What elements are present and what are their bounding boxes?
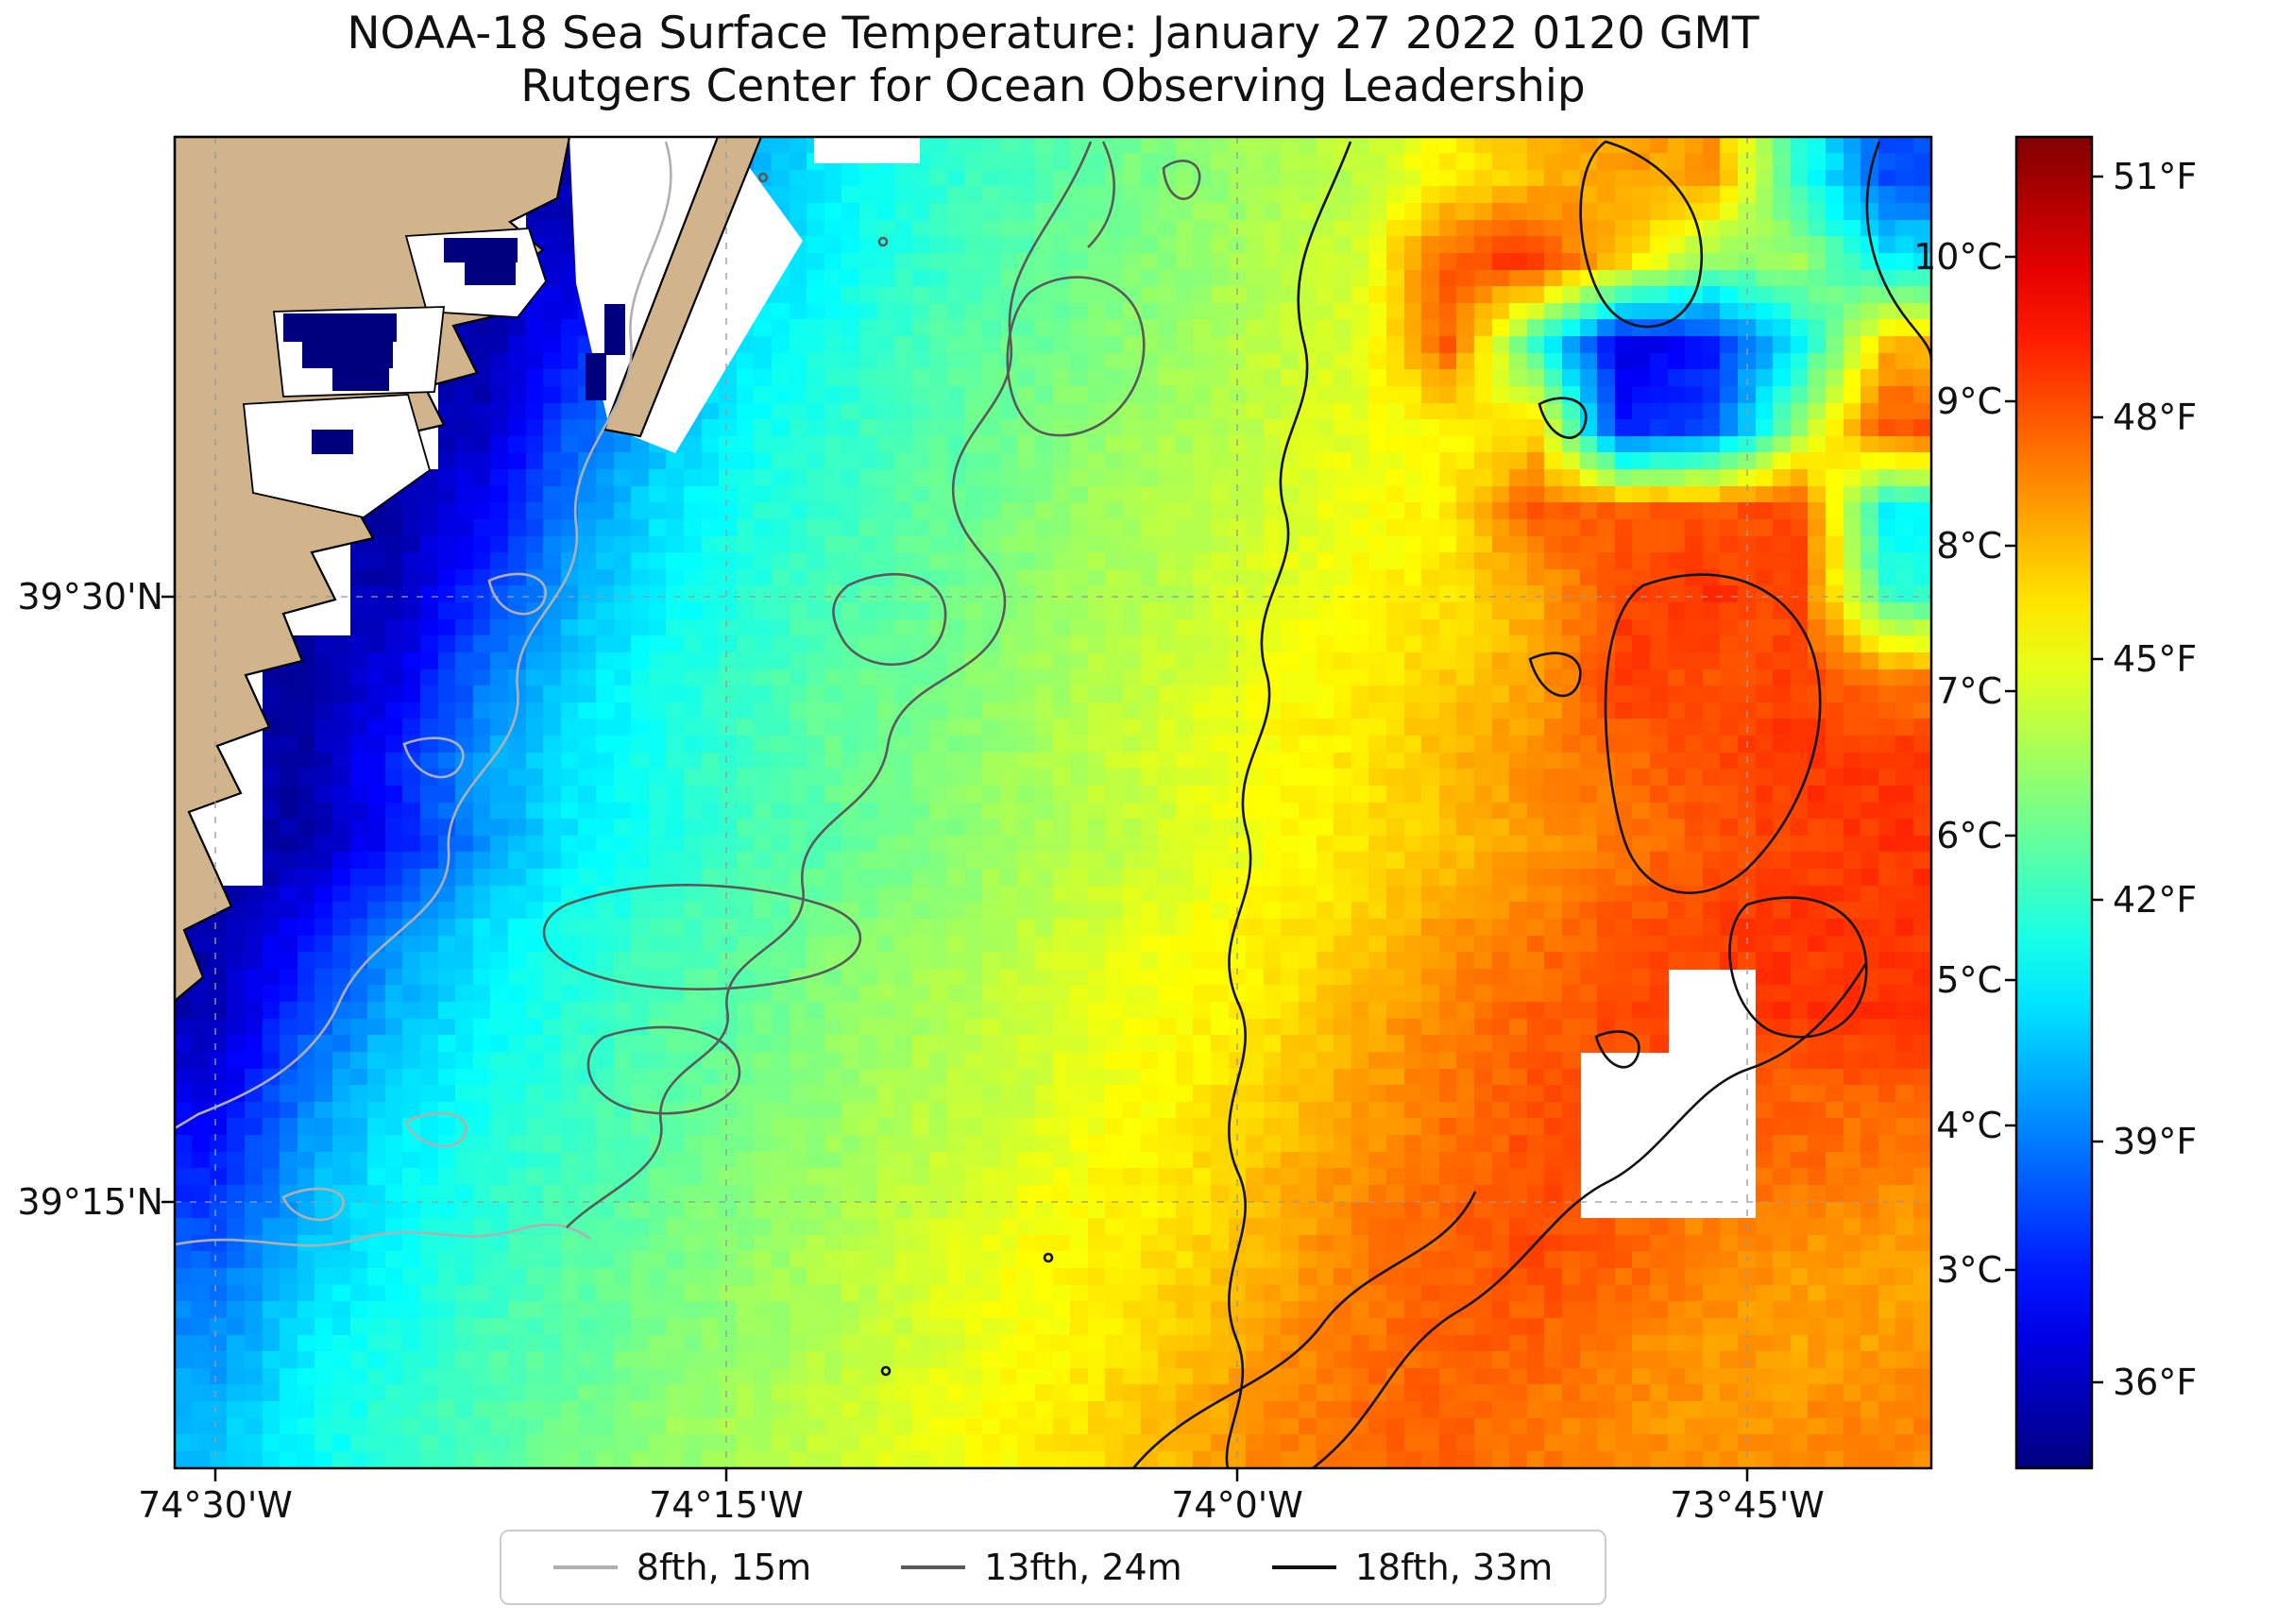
plot-frame-and-ticks <box>161 135 1933 1481</box>
x-tick-74-15W: 74°15'W <box>649 1484 804 1526</box>
y-tick-39-30N: 39°30'N <box>17 576 163 617</box>
cb-label-6c: 6°C <box>1936 815 2002 856</box>
cb-label-10c: 10°C <box>1913 236 2002 278</box>
cb-label-7c: 7°C <box>1936 670 2002 712</box>
cb-label-4c: 4°C <box>1936 1105 2002 1146</box>
contours-33m <box>880 140 1933 1470</box>
cb-label-39f: 39°F <box>2113 1121 2198 1162</box>
figure-title: NOAA-18 Sea Surface Temperature: January… <box>347 8 1759 59</box>
cb-label-48f: 48°F <box>2113 397 2198 438</box>
cb-label-3c: 3°C <box>1936 1249 2002 1291</box>
graticule-gridlines <box>175 137 1931 1468</box>
cb-label-36f: 36°F <box>2113 1362 2198 1403</box>
contour-33m-line-sample <box>1271 1565 1336 1569</box>
cb-label-42f: 42°F <box>2113 879 2198 921</box>
cb-label-9c: 9°C <box>1936 381 2002 422</box>
contour-24m-line-sample <box>901 1565 966 1569</box>
legend-label-33m: 18fth, 33m <box>1354 1547 1554 1588</box>
bays-and-cold-pixels <box>243 228 625 518</box>
title-block: NOAA-18 Sea Surface Temperature: January… <box>175 8 1931 113</box>
legend-label-24m: 13fth, 24m <box>984 1547 1182 1588</box>
contours-24m <box>542 141 1201 1228</box>
figure-subtitle: Rutgers Center for Ocean Observing Leade… <box>520 60 1586 112</box>
x-tick-73-45W: 73°45'W <box>1670 1484 1825 1526</box>
colorbar <box>2005 135 2103 1470</box>
contour-15m-line-sample <box>552 1565 618 1569</box>
cb-label-5c: 5°C <box>1936 959 2002 1001</box>
contours-15m <box>174 141 672 1247</box>
legend-label-15m: 8fth, 15m <box>636 1547 812 1588</box>
x-tick-74-30W: 74°30'W <box>138 1484 293 1526</box>
legend: 8fth, 15m 13fth, 24m 18fth, 33m <box>175 1530 1931 1605</box>
colorbar-celsius-ticks <box>2005 255 2016 1272</box>
cb-label-8c: 8°C <box>1936 525 2002 567</box>
legend-item-24m: 13fth, 24m <box>901 1547 1182 1588</box>
legend-item-15m: 8fth, 15m <box>552 1547 812 1588</box>
x-tick-74-0W: 74°0'W <box>1171 1484 1303 1526</box>
legend-item-33m: 18fth, 33m <box>1271 1547 1554 1588</box>
colorbar-fahrenheit-ticks <box>2092 175 2103 1384</box>
cb-label-45f: 45°F <box>2113 638 2198 680</box>
legend-box: 8fth, 15m 13fth, 24m 18fth, 33m <box>499 1530 1607 1605</box>
y-tick-39-15N: 39°15'N <box>17 1181 163 1223</box>
cb-label-51f: 51°F <box>2113 156 2198 197</box>
